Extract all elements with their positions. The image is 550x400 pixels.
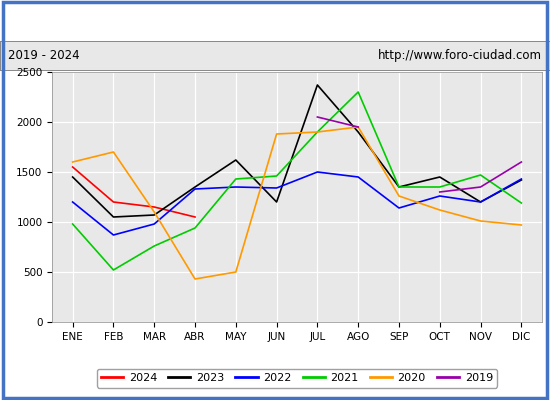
Text: http://www.foro-ciudad.com: http://www.foro-ciudad.com [378, 49, 542, 62]
Text: 2019 - 2024: 2019 - 2024 [8, 49, 80, 62]
Legend: 2024, 2023, 2022, 2021, 2020, 2019: 2024, 2023, 2022, 2021, 2020, 2019 [97, 369, 497, 388]
Text: Evolucion Nº Turistas Nacionales en el municipio de El Pedernoso: Evolucion Nº Turistas Nacionales en el m… [36, 16, 514, 30]
